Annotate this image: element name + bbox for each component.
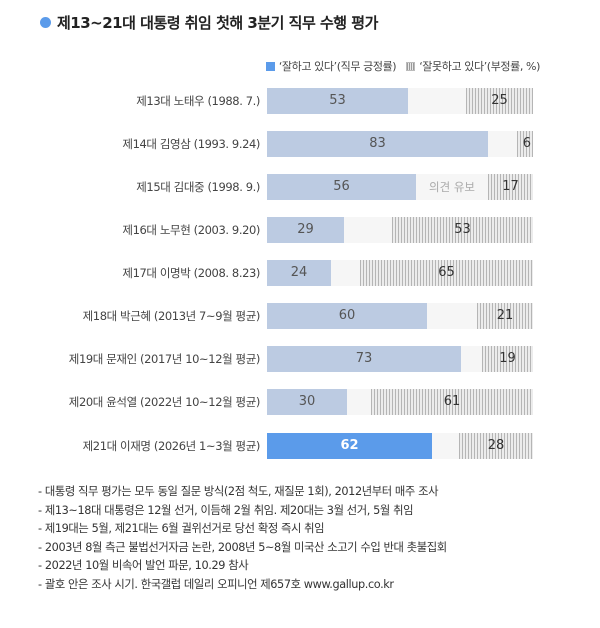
chart-title: 제13~21대 대통령 취임 첫해 3분기 직무 수행 평가 (40, 12, 378, 33)
positive-bar: 73 (267, 346, 461, 372)
bar-track: 56 17 의견 유보 (267, 174, 533, 200)
legend-positive-swatch-icon (265, 61, 275, 71)
chart-row: 제15대 김대중 (1998. 9.) 56 17 의견 유보 (0, 174, 600, 200)
bar-track: 60 21 (267, 303, 533, 329)
row-label: 제21대 이재명 (2026년 1~3월 평균) (82, 439, 261, 453)
footnote: - 대통령 직무 평가는 모두 동일 질문 방식(2점 척도, 재질문 1회),… (38, 485, 439, 498)
row-label: 제18대 박근혜 (2013년 7~9월 평균) (82, 309, 261, 323)
footnotes: - 대통령 직무 평가는 모두 동일 질문 방식(2점 척도, 재질문 1회),… (38, 483, 447, 594)
row-label: 제19대 문재인 (2017년 10~12월 평균) (68, 352, 261, 366)
chart-legend: ‘잘하고 있다’(직무 긍정률) ‘잘못하고 있다’(부정률, %) (256, 58, 540, 74)
row-label: 제20대 윤석열 (2022년 10~12월 평균) (68, 395, 261, 409)
row-label: 제14대 김영삼 (1993. 9.24) (122, 137, 260, 151)
chart-row: 제14대 김영삼 (1993. 9.24) 83 6 (0, 131, 600, 157)
chart-row: 제17대 이명박 (2008. 8.23) 24 65 (0, 260, 600, 286)
undecided-label: 의견 유보 (429, 180, 475, 194)
row-label: 제13대 노태우 (1988. 7.) (136, 94, 260, 108)
chart-row: 제13대 노태우 (1988. 7.) 53 25 (0, 88, 600, 114)
negative-bar: 17 (488, 174, 533, 200)
chart-row: 제19대 문재인 (2017년 10~12월 평균) 73 19 (0, 346, 600, 372)
negative-bar: 6 (517, 131, 533, 157)
positive-bar: 30 (267, 389, 347, 415)
row-label: 제16대 노무현 (2003. 9.20) (122, 223, 260, 237)
chart-row: 제16대 노무현 (2003. 9.20) 29 53 (0, 217, 600, 243)
negative-bar: 21 (477, 303, 533, 329)
positive-bar: 62 (267, 433, 432, 459)
footnote: - 제13~18대 대통령은 12월 선거, 이듬해 2월 취임. 제20대는 … (38, 503, 414, 517)
chart-title-text: 제13~21대 대통령 취임 첫해 3분기 직무 수행 평가 (57, 14, 378, 32)
positive-bar: 24 (267, 260, 331, 286)
legend-positive: ‘잘하고 있다’(직무 긍정률) (265, 58, 397, 74)
legend-negative: ‘잘못하고 있다’(부정률, %) (406, 58, 540, 74)
positive-bar: 53 (267, 88, 408, 114)
row-label: 제15대 김대중 (1998. 9.) (136, 180, 260, 194)
footnote: - 괄호 안은 조사 시기. 한국갤럽 데일리 오피니언 제657호 www.g… (38, 577, 394, 591)
footnote: - 제19대는 5월, 제21대는 6월 궐위선거로 당선 확정 즉시 취임 (38, 522, 325, 535)
chart-row: 제18대 박근혜 (2013년 7~9월 평균) 60 21 (0, 303, 600, 329)
legend-negative-label: ‘잘못하고 있다’(부정률, %) (419, 60, 540, 73)
bar-track: 30 61 (267, 389, 533, 415)
negative-bar: 25 (466, 88, 533, 114)
footnote: - 2022년 10월 비속어 발언 파문, 10.29 참사 (38, 559, 249, 572)
positive-bar: 83 (267, 131, 488, 157)
negative-bar: 19 (482, 346, 533, 372)
negative-bar: 53 (392, 217, 533, 243)
positive-bar: 56 (267, 174, 416, 200)
bar-track: 53 25 (267, 88, 533, 114)
negative-bar: 65 (360, 260, 533, 286)
legend-negative-swatch-icon (406, 61, 416, 71)
footnote: - 2003년 8월 측근 불법선거자금 논란, 2008년 5~8월 미국산 … (38, 540, 447, 554)
chart-row: 제21대 이재명 (2026년 1~3월 평균) 62 28 (0, 433, 600, 459)
negative-bar: 28 (459, 433, 533, 459)
bar-track: 29 53 (267, 217, 533, 243)
bar-track: 24 65 (267, 260, 533, 286)
chart-row: 제20대 윤석열 (2022년 10~12월 평균) 30 61 (0, 389, 600, 415)
bar-track: 73 19 (267, 346, 533, 372)
positive-bar: 60 (267, 303, 427, 329)
row-label: 제17대 이명박 (2008. 8.23) (122, 266, 260, 280)
title-bullet-icon (40, 17, 51, 28)
bar-track: 83 6 (267, 131, 533, 157)
negative-bar: 61 (371, 389, 533, 415)
legend-positive-label: ‘잘하고 있다’(직무 긍정률) (278, 60, 397, 73)
positive-bar: 29 (267, 217, 344, 243)
bar-track: 62 28 (267, 433, 533, 459)
